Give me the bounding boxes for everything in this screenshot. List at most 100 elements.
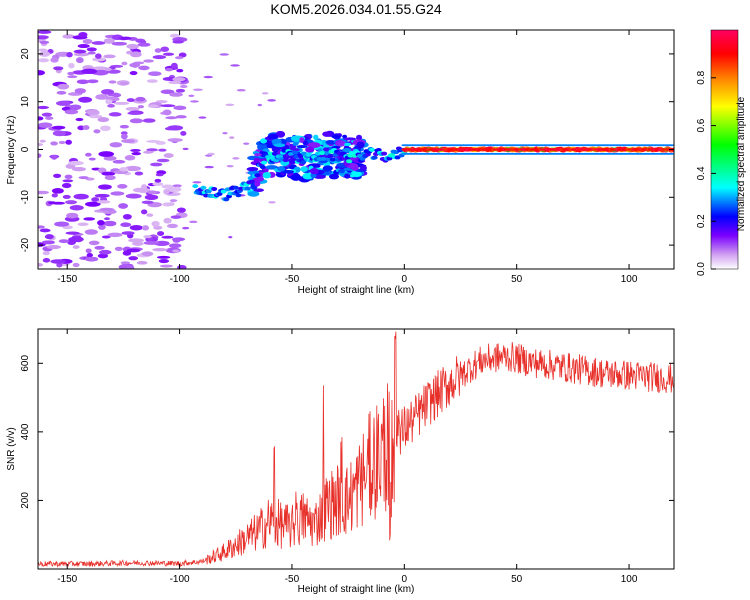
spectrogram-cell	[73, 236, 84, 243]
snr-ylabel: SNR (v/v)	[6, 427, 17, 470]
spectrogram-cell	[172, 77, 186, 82]
spectrogram-cell	[84, 229, 98, 235]
spectrogram-cell	[163, 217, 172, 224]
spectrogram-cell	[137, 42, 151, 47]
spectrogram-cell	[236, 89, 246, 92]
spectrogram-cell	[128, 238, 145, 243]
spectrogram-cell	[103, 155, 117, 161]
spectrogram-cell	[188, 94, 195, 98]
spectrogram-cell	[182, 147, 189, 151]
spectrogram-cell	[143, 241, 160, 245]
spectrogram-cell	[342, 134, 348, 139]
spectrogram-cell	[172, 40, 184, 44]
spectrogram-cell	[160, 264, 173, 268]
spectrogram-cell	[127, 111, 141, 115]
spectrogram-cell	[156, 158, 170, 163]
spectrogram-cell	[94, 193, 110, 198]
spectrogram-cell	[282, 158, 289, 163]
spectrogram-cell	[101, 88, 115, 95]
spectrogram-cell	[189, 220, 198, 224]
spectrogram-cell	[73, 49, 87, 54]
spectrogram-cell	[143, 59, 154, 63]
spectrogram-ytick-label: 10	[20, 96, 31, 108]
spectrogram-cell	[121, 139, 136, 144]
spectrogram-cell	[97, 220, 105, 226]
spectrogram-cell	[394, 155, 401, 160]
spectrogram-cell	[51, 193, 58, 198]
spectrogram-cell	[67, 75, 78, 79]
spectrogram-cell	[119, 81, 129, 86]
spectrogram-cell	[151, 220, 160, 227]
spectrogram-cell	[261, 160, 268, 165]
spectrogram-cell	[163, 188, 170, 195]
spectrogram-cell	[190, 100, 199, 103]
spectrogram-cell	[66, 52, 73, 58]
spectrogram-cell	[38, 122, 53, 128]
spectrogram-cell	[85, 152, 92, 157]
spectrogram-cell	[104, 175, 116, 181]
spectrogram-cell	[192, 181, 202, 184]
spectrogram-cell	[112, 159, 126, 164]
spectrogram-cell	[244, 186, 251, 191]
spectrogram-cell	[73, 52, 90, 57]
spectrogram-cell	[150, 162, 163, 167]
colorbar-tick-label: 0.4	[696, 166, 707, 180]
spectrogram-cell	[141, 184, 148, 190]
spectrogram-cell	[121, 61, 128, 66]
snr-xtick-label: -50	[285, 574, 300, 585]
spectrogram-cell	[104, 67, 112, 72]
spectrogram-cell	[368, 147, 375, 152]
spectrogram-cell	[344, 142, 352, 147]
spectrogram-cell	[168, 243, 182, 249]
spectrogram-cell	[50, 259, 66, 264]
spectrogram-cell	[165, 116, 178, 120]
spectrogram-cell	[94, 245, 105, 250]
spectrogram-cell	[198, 116, 207, 119]
snr-xlabel: Height of straight line (km)	[298, 584, 415, 595]
spectrogram-cell	[305, 152, 312, 157]
spectrogram-cell	[253, 157, 260, 163]
spectrogram-cell	[147, 190, 158, 195]
spectrogram-cell	[309, 167, 319, 175]
snr-panel: -150 -100 -50 0 50 100 200 400 600 Height of str…	[6, 328, 675, 595]
spectrogram-cell	[167, 138, 183, 142]
spectrogram-cell	[55, 100, 71, 106]
spectrogram-cell	[174, 56, 184, 60]
spectrogram-cell	[305, 146, 315, 153]
spectrogram-cell	[163, 153, 174, 158]
spectrogram-cell	[76, 57, 84, 64]
spectrogram-cell	[296, 144, 308, 149]
spectrogram-cell	[176, 207, 186, 213]
spectrogram-cell	[52, 125, 66, 130]
spectrogram-cell	[271, 151, 278, 156]
spectrogram-cell	[167, 125, 184, 131]
spectrogram-cell	[62, 194, 71, 199]
spectrogram-cell	[44, 116, 54, 120]
spectrogram-cell	[313, 174, 326, 179]
spectrogram-cell	[146, 79, 158, 83]
spectrogram-cell	[154, 178, 162, 183]
spectrogram-cell	[84, 201, 101, 207]
spectrogram-cell	[160, 89, 175, 95]
spectrogram-cell	[96, 200, 111, 204]
spectrogram-cell	[62, 179, 74, 183]
spectrogram-cell	[166, 223, 178, 229]
spectrogram-cell	[129, 118, 144, 124]
spectrogram-cell	[175, 88, 186, 93]
spectrogram-cell	[135, 96, 146, 102]
spectrogram-cell	[125, 106, 140, 111]
spectrogram-cell	[173, 186, 181, 192]
spectrogram-cell	[52, 201, 66, 205]
colorbar-tick-label: 0.2	[696, 214, 707, 228]
spectrogram-cell	[146, 148, 158, 152]
spectrogram-cell	[91, 197, 100, 202]
spectrogram-cell	[78, 176, 89, 180]
spectrogram-cell	[323, 144, 330, 148]
spectrogram-cell	[76, 79, 90, 85]
spectrogram-cell	[38, 153, 42, 158]
spectrogram-cell	[142, 150, 154, 154]
spectrogram-cell	[134, 171, 144, 176]
spectrogram-cell	[107, 232, 123, 238]
